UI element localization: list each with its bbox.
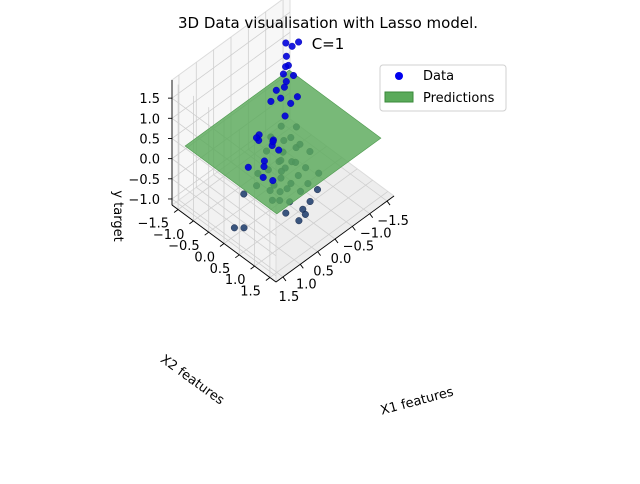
axis-ticks: 1.51.00.50.0−0.5−1.0−1.5−1.5−1.0−0.50.00… bbox=[128, 80, 409, 305]
y-tick-mark bbox=[173, 209, 179, 213]
x-tick-label: −1.5 bbox=[377, 214, 409, 229]
data-point bbox=[269, 177, 277, 185]
data-point bbox=[306, 197, 314, 205]
y-tick-mark bbox=[204, 231, 209, 236]
data-point bbox=[314, 186, 322, 194]
x-tick-label: −0.5 bbox=[343, 239, 375, 254]
data-point bbox=[252, 134, 260, 142]
z-tick-label: 0.5 bbox=[139, 133, 160, 148]
y-tick-label: 0.5 bbox=[210, 262, 231, 277]
data-point bbox=[295, 38, 303, 46]
x-tick-label: 0.0 bbox=[331, 252, 352, 267]
z-axis-label: y target bbox=[110, 190, 125, 241]
y-tick-mark bbox=[219, 243, 225, 247]
data-point bbox=[287, 99, 295, 107]
z-tick-label: 1.5 bbox=[139, 92, 160, 107]
back-grid-z bbox=[171, 31, 291, 119]
legend: Data Predictions bbox=[379, 64, 507, 112]
y-tick-mark bbox=[189, 220, 194, 225]
data-point bbox=[293, 93, 301, 101]
data-point bbox=[277, 94, 285, 102]
chart-title-line1: 3D Data visualisation with Lasso model. bbox=[178, 14, 478, 32]
z-tick-label: 0.0 bbox=[139, 153, 160, 168]
x-tick-label: 1.0 bbox=[296, 277, 317, 292]
x-tick-mark bbox=[386, 200, 391, 206]
data-point bbox=[288, 42, 296, 50]
prediction-surface bbox=[184, 69, 382, 215]
data-point bbox=[290, 71, 298, 79]
y-axis-label: X2 features bbox=[157, 352, 227, 408]
data-point bbox=[240, 224, 248, 232]
data-point bbox=[280, 83, 288, 91]
data-point bbox=[259, 173, 267, 181]
legend-predictions-label: Predictions bbox=[423, 91, 495, 106]
legend-data-marker bbox=[395, 72, 403, 80]
y-tick-label: 1.0 bbox=[225, 273, 246, 288]
data-point bbox=[230, 224, 238, 232]
data-point bbox=[269, 138, 277, 146]
legend-predictions-marker bbox=[384, 91, 414, 103]
data-point bbox=[282, 209, 290, 217]
data-point bbox=[244, 163, 252, 171]
y-tick-mark bbox=[265, 277, 271, 281]
left-grid-z bbox=[171, 138, 277, 216]
data-point bbox=[279, 70, 287, 78]
data-point bbox=[282, 52, 290, 60]
floor-grid-y bbox=[269, 191, 389, 278]
x-tick-mark bbox=[317, 251, 322, 256]
data-point bbox=[260, 163, 268, 171]
data-point bbox=[281, 112, 289, 120]
prediction-plane bbox=[184, 69, 382, 215]
x-axis-label: X1 features bbox=[379, 385, 456, 419]
x-tick-mark bbox=[282, 276, 287, 282]
floor-grid-y bbox=[239, 168, 358, 256]
floor-grid-y bbox=[254, 179, 373, 267]
back-grid-z bbox=[171, 52, 291, 139]
z-tick-label: −1.0 bbox=[128, 193, 160, 208]
left-grid-z bbox=[171, 198, 277, 277]
z-tick-label: −0.5 bbox=[128, 173, 160, 188]
y-tick-label: 1.5 bbox=[240, 285, 261, 300]
x-tick-label: −1.0 bbox=[360, 227, 392, 242]
x-tick-mark bbox=[369, 213, 374, 218]
x-tick-label: 1.5 bbox=[279, 290, 300, 305]
y-tick-label: 0.0 bbox=[194, 251, 215, 266]
data-points-above-plane bbox=[244, 38, 303, 185]
back-grid-z bbox=[171, 11, 291, 99]
z-tick-label: 1.0 bbox=[139, 112, 160, 127]
data-point bbox=[301, 210, 309, 218]
y-tick-mark bbox=[235, 254, 240, 259]
y-tick-label: −0.5 bbox=[168, 239, 200, 254]
x-tick-label: 0.5 bbox=[313, 265, 334, 280]
x-tick-mark bbox=[351, 226, 356, 231]
left-grid-z bbox=[171, 158, 277, 236]
x-tick-mark bbox=[334, 238, 339, 244]
data-point bbox=[272, 86, 280, 94]
data-point bbox=[240, 190, 248, 198]
y-tick-mark bbox=[250, 265, 255, 270]
legend-data-label: Data bbox=[423, 69, 454, 84]
chart-title-line2: C=1 bbox=[312, 35, 345, 53]
x-tick-mark bbox=[299, 264, 304, 269]
left-grid-z bbox=[171, 178, 277, 257]
data-point bbox=[282, 39, 290, 47]
y-tick-label: −1.0 bbox=[153, 228, 185, 243]
data-point bbox=[267, 97, 275, 105]
y-tick-label: −1.5 bbox=[138, 217, 170, 232]
data-point bbox=[282, 63, 290, 71]
data-point bbox=[275, 146, 283, 154]
data-point bbox=[295, 217, 303, 225]
